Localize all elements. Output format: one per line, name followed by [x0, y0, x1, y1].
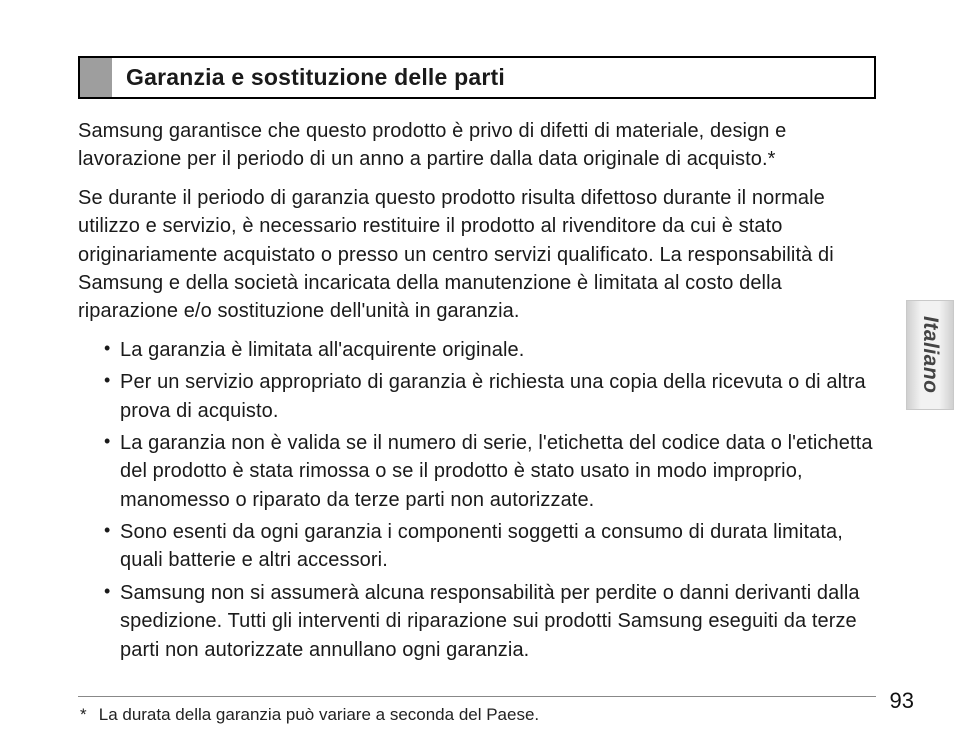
list-item: La garanzia è limitata all'acquirente or… [104, 336, 876, 364]
section-heading-title: Garanzia e sostituzione delle parti [112, 58, 519, 97]
paragraph-2: Se durante il periodo di garanzia questo… [78, 184, 876, 326]
body-text: Samsung garantisce che questo prodotto è… [78, 117, 876, 664]
language-tab: Italiano [906, 300, 954, 410]
footnote: * La durata della garanzia può variare a… [78, 705, 876, 725]
list-item: Per un servizio appropriato di garanzia … [104, 368, 876, 425]
document-page: Garanzia e sostituzione delle parti Sams… [0, 0, 954, 742]
list-item: Sono esenti da ogni garanzia i component… [104, 518, 876, 575]
footnote-separator [78, 696, 876, 697]
list-item: Samsung non si assumerà alcuna responsab… [104, 579, 876, 664]
section-heading-box: Garanzia e sostituzione delle parti [78, 56, 876, 99]
footnote-mark: * [80, 705, 94, 725]
list-item: La garanzia non è valida se il numero di… [104, 429, 876, 514]
language-tab-label: Italiano [918, 316, 942, 394]
paragraph-1: Samsung garantisce che questo prodotto è… [78, 117, 876, 174]
heading-marker [80, 58, 112, 97]
page-number: 93 [890, 688, 914, 714]
bullet-list: La garanzia è limitata all'acquirente or… [78, 336, 876, 664]
footnote-text: La durata della garanzia può variare a s… [99, 705, 539, 724]
